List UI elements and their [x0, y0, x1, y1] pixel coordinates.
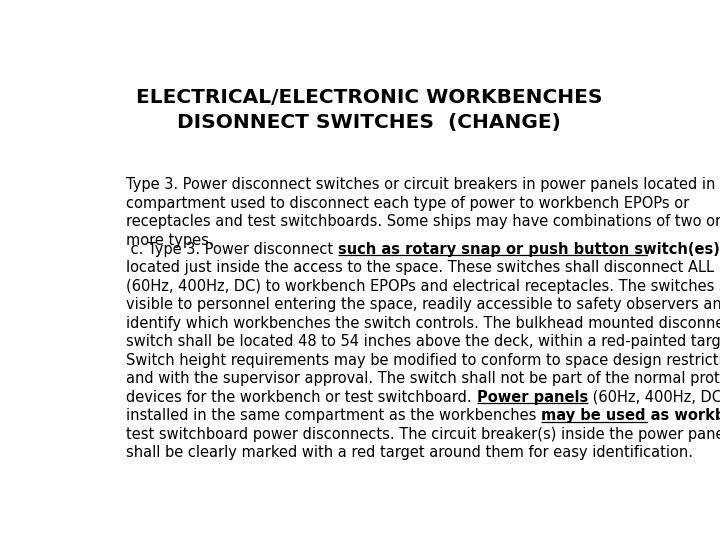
- Text: Switch height requirements may be modified to conform to space design restrictio: Switch height requirements may be modifi…: [126, 353, 720, 368]
- Text: test switchboard power disconnects. The circuit breaker(s) inside the power pane: test switchboard power disconnects. The …: [126, 427, 720, 442]
- Text: located just inside the access to the space. These switches shall disconnect ALL: located just inside the access to the sp…: [126, 260, 720, 275]
- Text: devices for the workbench or test switchboard.: devices for the workbench or test switch…: [126, 389, 477, 404]
- Text: Type 3. Power disconnect switches or circuit breakers in power panels located in: Type 3. Power disconnect switches or cir…: [126, 177, 720, 192]
- Text: more types.: more types.: [126, 233, 214, 247]
- Text: and with the supervisor approval. The switch shall not be part of the normal pro: and with the supervisor approval. The sw…: [126, 371, 720, 386]
- Text: ELECTRICAL/ELECTRONIC WORKBENCHES
DISONNECT SWITCHES  (CHANGE): ELECTRICAL/ELECTRONIC WORKBENCHES DISONN…: [136, 87, 602, 132]
- Text: receptacles and test switchboards. Some ships may have combinations of two or: receptacles and test switchboards. Some …: [126, 214, 720, 229]
- Text: shall be clearly marked with a red target around them for easy identification.: shall be clearly marked with a red targe…: [126, 445, 693, 460]
- Text: visible to personnel entering the space, readily accessible to safety observers : visible to personnel entering the space,…: [126, 297, 720, 312]
- Text: such as rotary snap or push button switch(es): such as rotary snap or push button switc…: [338, 241, 720, 256]
- Text: (60Hz, 400Hz, DC) to workbench EPOPs and electrical receptacles. The switches sh: (60Hz, 400Hz, DC) to workbench EPOPs and…: [126, 279, 720, 294]
- Text: Power panels: Power panels: [477, 389, 588, 404]
- Text: switch shall be located 48 to 54 inches above the deck, within a red-painted tar: switch shall be located 48 to 54 inches …: [126, 334, 720, 349]
- Text: may be used as workbench: may be used as workbench: [541, 408, 720, 423]
- Text: compartment used to disconnect each type of power to workbench EPOPs or: compartment used to disconnect each type…: [126, 195, 690, 211]
- Text: installed in the same compartment as the workbenches: installed in the same compartment as the…: [126, 408, 541, 423]
- Text: c. Type 3. Power disconnect: c. Type 3. Power disconnect: [126, 241, 338, 256]
- Text: identify which workbenches the switch controls. The bulkhead mounted disconnect: identify which workbenches the switch co…: [126, 315, 720, 330]
- Text: (60Hz, 400Hz, DC): (60Hz, 400Hz, DC): [588, 389, 720, 404]
